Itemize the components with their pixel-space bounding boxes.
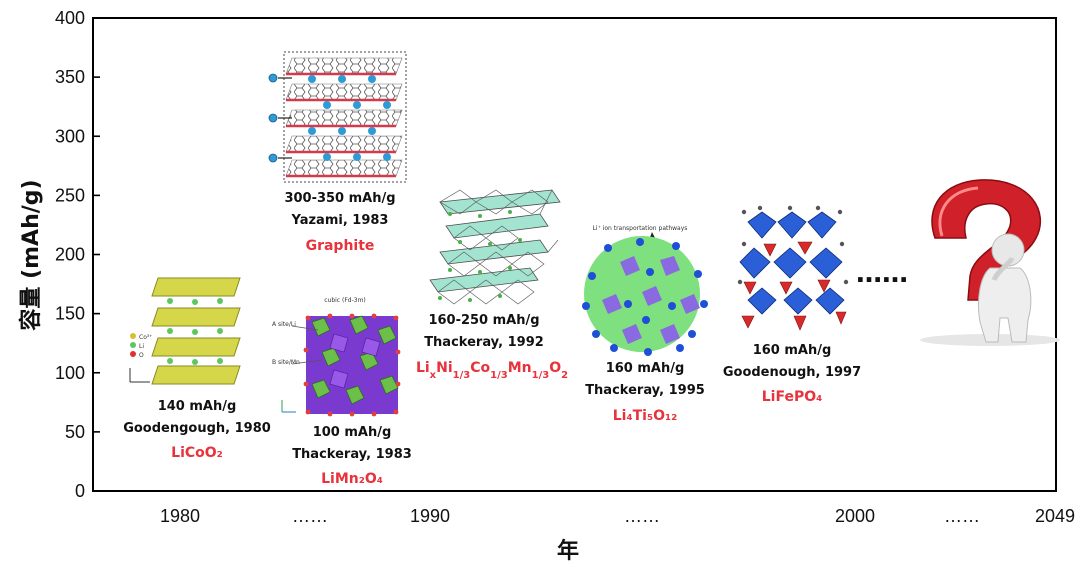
annotation-graphite-value: 300-350 mAh/g xyxy=(284,191,395,206)
annotation-lto-name: Li₄Ti₅O₁₂ xyxy=(613,408,678,424)
nmc-crystal-image xyxy=(429,189,561,305)
y-tick-label-8: 400 xyxy=(55,8,85,28)
y-tick-label-0: 0 xyxy=(75,481,85,501)
limn2o4-structure-title: cubic (Fd-3m) xyxy=(324,297,366,304)
x-tick-label-4: 2000 xyxy=(835,506,875,526)
annotation-graphite: 300-350 mAh/g Yazami, 1983 Graphite xyxy=(284,191,395,254)
annotation-lfp-author: Goodenough, 1997 xyxy=(723,365,861,380)
lto-caption: Li⁺ ion transportation pathways xyxy=(593,225,688,232)
annotation-nmc-name: LixNi1/3Co1/3Mn1/3O2 xyxy=(416,360,568,381)
x-tick-label-0: 1980 xyxy=(160,506,200,526)
limn2o4-site-b: B site/Mn xyxy=(272,359,300,366)
x-tick-label-3: …… xyxy=(624,506,660,526)
annotation-lto-value: 160 mAh/g xyxy=(606,361,685,376)
annotation-lto: 160 mAh/g Thackeray, 1995 Li₄Ti₅O₁₂ xyxy=(585,361,705,424)
annotation-limn2o4: 100 mAh/g Thackeray, 1983 LiMn₂O₄ xyxy=(292,425,412,487)
x-tick-label-1: …… xyxy=(292,506,328,526)
licoo2-legend-li: Li xyxy=(139,343,144,350)
annotation-nmc: 160-250 mAh/g Thackeray, 1992 LixNi1/3Co… xyxy=(416,313,568,381)
licoo2-legend-co: Co³⁺ xyxy=(139,334,152,341)
annotation-licoo2-name: LiCoO₂ xyxy=(171,445,223,461)
y-tick-label-5: 250 xyxy=(55,185,85,205)
x-tick-label-5: …… xyxy=(944,506,980,526)
annotation-licoo2-author: Goodengough, 1980 xyxy=(123,421,271,436)
x-tick-label-6: 2049 xyxy=(1035,506,1075,526)
continuation-dots: …… xyxy=(856,259,908,289)
y-axis-label: 容量 (mAh/g) xyxy=(18,179,44,330)
y-tick-label-6: 300 xyxy=(55,126,85,146)
question-mark-figure xyxy=(920,179,1060,346)
lto-crystal-image: Li⁺ ion transportation pathways xyxy=(582,225,708,356)
annotation-licoo2: 140 mAh/g Goodengough, 1980 LiCoO₂ xyxy=(123,399,271,461)
annotation-limn2o4-name: LiMn₂O₄ xyxy=(321,471,383,487)
annotation-limn2o4-author: Thackeray, 1983 xyxy=(292,447,412,462)
annotation-lfp-name: LiFePO₄ xyxy=(762,389,823,405)
annotation-graphite-author: Yazami, 1983 xyxy=(291,213,389,228)
annotation-licoo2-value: 140 mAh/g xyxy=(158,399,237,414)
y-tick-label-4: 200 xyxy=(55,245,85,265)
licoo2-crystal-image: Co³⁺ Li O xyxy=(129,277,241,385)
limn2o4-crystal-image: cubic (Fd-3m) A site/Li B site/Mn xyxy=(272,297,401,417)
y-axis: 0 50 100 150 200 250 300 350 400 xyxy=(55,8,100,501)
y-tick-label-7: 350 xyxy=(55,67,85,87)
annotation-lfp: 160 mAh/g Goodenough, 1997 LiFePO₄ xyxy=(723,343,861,405)
licoo2-legend-o: O xyxy=(139,352,144,359)
x-axis-label: 年 xyxy=(557,538,579,564)
annotation-nmc-author: Thackeray, 1992 xyxy=(424,335,544,350)
annotation-graphite-name: Graphite xyxy=(306,238,375,254)
limn2o4-site-a: A site/Li xyxy=(272,321,296,328)
y-tick-label-2: 100 xyxy=(55,363,85,383)
annotation-lfp-value: 160 mAh/g xyxy=(753,343,832,358)
y-tick-label-3: 150 xyxy=(55,304,85,324)
lfp-crystal-image xyxy=(737,205,849,331)
annotation-limn2o4-value: 100 mAh/g xyxy=(313,425,392,440)
x-tick-label-2: 1990 xyxy=(410,506,450,526)
graphite-crystal-image xyxy=(268,51,407,183)
x-axis: 1980 …… 1990 …… 2000 …… 2049 xyxy=(160,506,1075,526)
y-tick-label-1: 50 xyxy=(65,422,85,442)
annotation-nmc-value: 160-250 mAh/g xyxy=(428,313,539,328)
annotation-lto-author: Thackeray, 1995 xyxy=(585,383,705,398)
